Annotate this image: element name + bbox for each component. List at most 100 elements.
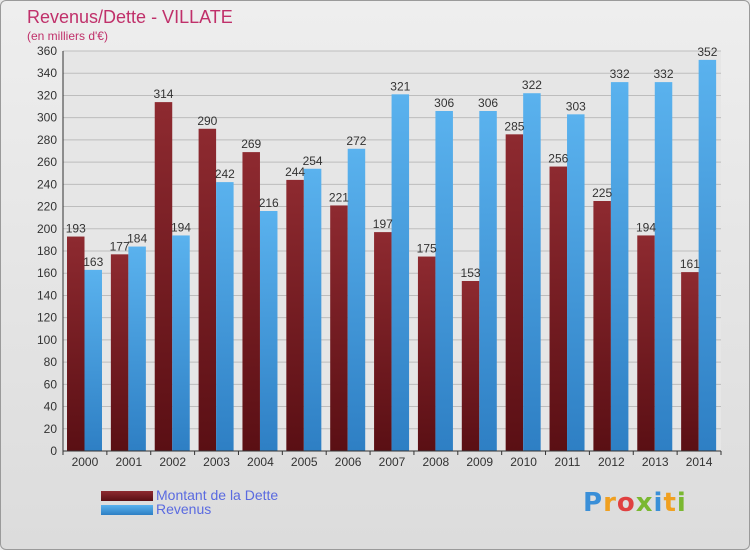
bar-revenus (259, 211, 278, 451)
data-label-revenus: 332 (654, 67, 674, 81)
bar-dette (505, 134, 524, 452)
bar-revenus (567, 114, 585, 451)
y-tick-label: 280 (37, 133, 57, 147)
x-tick-label: 2006 (335, 455, 362, 469)
chart-title: Revenus/Dette - VILLATE (27, 7, 233, 27)
y-tick-label: 260 (37, 155, 57, 169)
bar-revenus (435, 111, 453, 451)
data-label-dette: 256 (548, 152, 568, 166)
data-label-dette: 175 (417, 242, 437, 256)
bar-revenus (172, 235, 190, 451)
y-tick-label: 240 (37, 177, 57, 191)
bar-dette (330, 205, 348, 451)
data-label-dette: 314 (153, 87, 173, 101)
bar-dette (198, 128, 217, 451)
bar-dette (286, 179, 304, 451)
bar-revenus (523, 93, 541, 451)
y-tick-label: 300 (37, 111, 57, 125)
x-tick-label: 2001 (115, 455, 142, 469)
data-label-revenus: 303 (566, 99, 586, 113)
y-tick-label: 20 (44, 422, 58, 436)
bar-revenus (698, 59, 717, 452)
x-tick-label: 2008 (423, 455, 450, 469)
bar-dette (637, 235, 655, 451)
y-tick-label: 120 (37, 311, 57, 325)
data-label-dette: 177 (110, 239, 130, 253)
bar-dette (374, 232, 392, 451)
chart-subtitle: (en milliers d'€) (27, 29, 108, 43)
data-label-revenus: 194 (171, 220, 191, 234)
bar-dette (417, 256, 436, 451)
x-tick-label: 2013 (642, 455, 669, 469)
x-tick-label: 2010 (510, 455, 537, 469)
data-label-revenus: 272 (346, 134, 366, 148)
legend-swatch-revenus (101, 505, 153, 515)
bar-revenus (610, 82, 629, 451)
data-label-revenus: 352 (697, 45, 717, 59)
bar-revenus (216, 182, 234, 451)
data-label-dette: 290 (197, 114, 217, 128)
y-tick-label: 160 (37, 266, 57, 280)
y-tick-label: 180 (37, 244, 57, 258)
x-tick-label: 2012 (598, 455, 625, 469)
bar-dette (242, 152, 260, 451)
y-tick-label: 220 (37, 200, 57, 214)
y-tick-label: 320 (37, 88, 57, 102)
bar-dette (110, 254, 129, 451)
bar-revenus (654, 82, 673, 451)
data-label-revenus: 216 (259, 196, 279, 210)
y-tick-label: 0 (50, 444, 57, 458)
y-tick-label: 360 (37, 44, 57, 58)
x-tick-label: 2011 (555, 455, 581, 469)
x-tick-label: 2009 (466, 455, 493, 469)
x-tick-label: 2003 (203, 455, 230, 469)
proxiti-logo: Proxiti (583, 488, 687, 518)
data-label-dette: 285 (504, 119, 524, 133)
data-label-dette: 225 (592, 186, 612, 200)
bar-revenus (479, 111, 497, 451)
bar-dette (549, 166, 568, 452)
x-tick-label: 2000 (72, 455, 99, 469)
bar-revenus (347, 148, 366, 451)
data-label-revenus: 332 (610, 67, 630, 81)
data-label-revenus: 242 (215, 167, 235, 181)
bar-dette (154, 102, 173, 451)
data-label-revenus: 184 (127, 232, 147, 246)
data-label-dette: 269 (241, 137, 261, 151)
data-label-dette: 244 (285, 165, 305, 179)
bar-dette (681, 272, 699, 451)
x-tick-label: 2005 (291, 455, 318, 469)
y-tick-label: 80 (44, 355, 58, 369)
data-label-dette: 153 (461, 266, 481, 280)
data-label-revenus: 306 (478, 96, 498, 110)
y-tick-label: 340 (37, 66, 57, 80)
y-tick-label: 100 (37, 333, 57, 347)
bar-revenus (84, 269, 102, 451)
x-tick-label: 2004 (247, 455, 274, 469)
bar-dette (461, 281, 480, 451)
x-tick-label: 2014 (686, 455, 713, 469)
bar-revenus (128, 246, 146, 451)
legend-swatch-dette (101, 491, 153, 501)
y-tick-label: 60 (44, 377, 58, 391)
bar-revenus (303, 168, 322, 451)
bar-dette (593, 201, 611, 451)
data-label-revenus: 163 (83, 255, 103, 269)
legend-label-dette: Montant de la Dette (156, 487, 279, 503)
data-label-dette: 197 (373, 217, 393, 231)
data-label-dette: 161 (680, 257, 700, 271)
bar-dette (67, 236, 85, 451)
y-tick-label: 140 (37, 288, 57, 302)
data-label-dette: 221 (329, 190, 349, 204)
data-label-revenus: 306 (434, 96, 454, 110)
bar-revenus (391, 94, 410, 451)
x-tick-label: 2007 (379, 455, 406, 469)
data-label-revenus: 321 (390, 79, 410, 93)
legend-label-revenus: Revenus (156, 501, 212, 517)
y-tick-label: 40 (44, 400, 58, 414)
data-label-dette: 194 (636, 220, 656, 234)
x-tick-label: 2002 (159, 455, 186, 469)
data-label-revenus: 254 (303, 154, 323, 168)
